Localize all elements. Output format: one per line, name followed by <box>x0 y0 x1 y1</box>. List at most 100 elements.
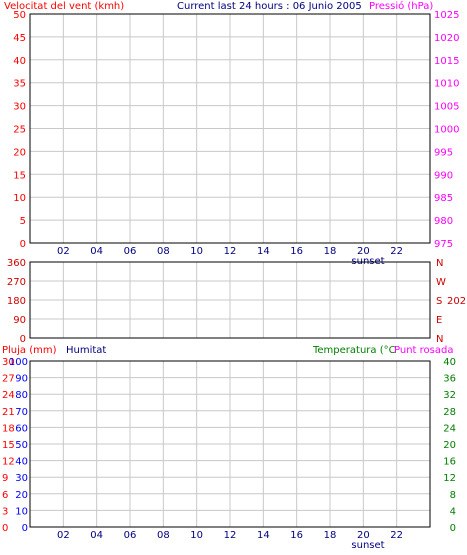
y-tick-rain: 0 <box>2 523 8 534</box>
x-tick-label: 16 <box>290 530 303 541</box>
y-tick-humidity: 100 <box>9 357 28 368</box>
y-tick-temperature: 16 <box>443 457 456 468</box>
x-tick-label: 12 <box>224 246 237 257</box>
x-tick-label: 18 <box>324 530 337 541</box>
x-tick-label: 04 <box>90 530 103 541</box>
y-tick-left: 50 <box>13 10 26 21</box>
y-tick-temperature: 8 <box>450 490 456 501</box>
x-tick-label: 06 <box>124 246 137 257</box>
y-tick-temperature: 20 <box>443 440 456 451</box>
y-tick-left: 270 <box>7 277 26 288</box>
y-tick-humidity: 80 <box>15 390 28 401</box>
y-tick-rain: 21 <box>2 407 15 418</box>
y-tick-humidity: 90 <box>15 374 28 385</box>
wind-chart-frame <box>29 13 431 244</box>
y-tick-right: 990 <box>434 170 453 181</box>
y-tick-temperature: 32 <box>443 390 456 401</box>
compass-label: N <box>436 258 443 269</box>
y-tick-rain: 27 <box>2 374 15 385</box>
y-tick-rain: 15 <box>2 440 15 451</box>
y-tick-rain: 12 <box>2 457 15 468</box>
x-tick-label: 22 <box>390 246 403 257</box>
y-tick-left: 360 <box>7 258 26 269</box>
y-tick-left: 15 <box>13 170 26 181</box>
compass-label: W <box>436 277 446 288</box>
y-tick-temperature: 0 <box>450 523 456 534</box>
direction-chart-frame <box>29 261 431 339</box>
x-tick-label: 06 <box>124 530 137 541</box>
compass-label: S <box>436 296 442 307</box>
y-tick-humidity: 10 <box>15 506 28 517</box>
x-tick-label: 02 <box>57 530 70 541</box>
dewpoint-label: Punt rosada <box>394 345 453 356</box>
x-tick-label: 14 <box>257 530 270 541</box>
y-tick-left: 25 <box>13 125 26 136</box>
y-tick-left: 5 <box>20 216 26 227</box>
current-direction-label: 202 <box>447 296 466 307</box>
y-tick-humidity: 0 <box>22 523 28 534</box>
y-tick-right: 975 <box>434 239 453 250</box>
y-tick-rain: 18 <box>2 423 15 434</box>
y-tick-rain: 24 <box>2 390 15 401</box>
y-tick-rain: 9 <box>2 473 8 484</box>
y-tick-right: 1025 <box>434 10 459 21</box>
humidity-label: Humitat <box>66 345 106 356</box>
x-tick-label: 22 <box>390 530 403 541</box>
x-tick-label: 04 <box>90 246 103 257</box>
pressure-label: Pressió (hPa) <box>369 0 433 12</box>
climate-chart-frame <box>29 360 431 528</box>
x-tick-label: 02 <box>57 246 70 257</box>
y-tick-temperature: 36 <box>443 374 456 385</box>
y-tick-humidity: 50 <box>15 440 28 451</box>
x-tick-label: 10 <box>190 530 203 541</box>
compass-label: E <box>436 315 442 326</box>
temperature-label: Temperatura (°C <box>312 345 396 356</box>
y-tick-humidity: 20 <box>15 490 28 501</box>
y-tick-humidity: 60 <box>15 423 28 434</box>
x-tick-label: 20 <box>357 246 370 257</box>
y-tick-right: 1015 <box>434 56 459 67</box>
y-tick-rain: 6 <box>2 490 8 501</box>
y-tick-left: 40 <box>13 56 26 67</box>
y-tick-humidity: 70 <box>15 407 28 418</box>
y-tick-humidity: 40 <box>15 457 28 468</box>
y-tick-right: 1005 <box>434 102 459 113</box>
x-tick-label: 08 <box>157 530 170 541</box>
y-tick-left: 35 <box>13 79 26 90</box>
sunset-label: sunset <box>351 540 384 551</box>
y-tick-left: 45 <box>13 33 26 44</box>
y-tick-left: 30 <box>13 102 26 113</box>
chart-title: Current last 24 hours : 06 Junio 2005 <box>177 1 362 12</box>
x-tick-label: 10 <box>190 246 203 257</box>
y-tick-rain: 30 <box>2 357 15 368</box>
y-tick-temperature: 12 <box>443 473 456 484</box>
y-tick-right: 1020 <box>434 33 459 44</box>
y-tick-right: 995 <box>434 147 453 158</box>
y-tick-left: 180 <box>7 296 26 307</box>
y-tick-right: 1000 <box>434 125 459 136</box>
compass-label: N <box>436 334 443 345</box>
y-tick-left: 90 <box>13 315 26 326</box>
y-tick-right: 980 <box>434 216 453 227</box>
rain-label: Pluja (mm) <box>2 345 57 356</box>
y-tick-humidity: 30 <box>15 473 28 484</box>
x-tick-label: 08 <box>157 246 170 257</box>
x-tick-label: 12 <box>224 530 237 541</box>
y-tick-right: 985 <box>434 193 453 204</box>
y-tick-left: 0 <box>20 334 26 345</box>
y-tick-temperature: 28 <box>443 407 456 418</box>
y-tick-temperature: 24 <box>443 423 456 434</box>
wind-speed-label: Velocitat del vent (kmh) <box>4 1 124 12</box>
climate-chart-grid <box>30 360 430 528</box>
x-tick-label: 18 <box>324 246 337 257</box>
y-tick-left: 20 <box>13 147 26 158</box>
y-tick-rain: 3 <box>2 506 8 517</box>
y-tick-left: 10 <box>13 193 26 204</box>
y-tick-left: 0 <box>20 239 26 250</box>
x-tick-label: 14 <box>257 246 270 257</box>
x-tick-label: 20 <box>357 530 370 541</box>
